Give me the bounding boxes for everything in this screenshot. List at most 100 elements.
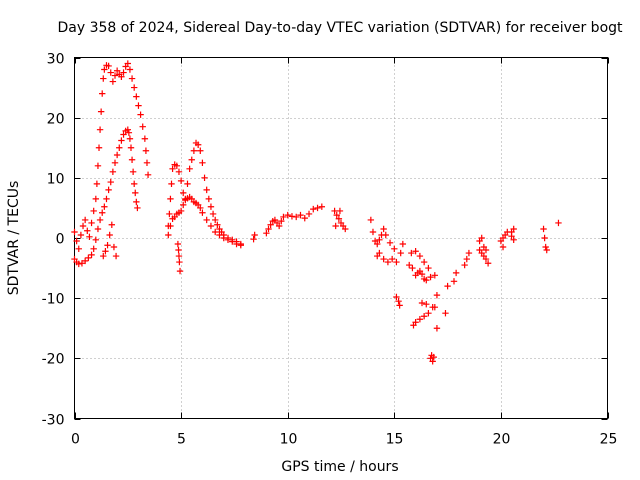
y-tick-label: -30 [42, 413, 65, 429]
data-point [109, 168, 117, 176]
data-point [128, 156, 136, 163]
data-point [88, 251, 95, 259]
data-point [100, 252, 107, 260]
data-point [409, 264, 416, 272]
data-point [124, 60, 131, 67]
y-tick-label: -10 [42, 292, 65, 308]
data-point [297, 211, 304, 219]
data-point [118, 137, 125, 144]
data-point [412, 248, 419, 255]
grid-layer [74, 57, 608, 419]
data-point [209, 210, 217, 218]
data-point [510, 236, 517, 244]
data-point [130, 84, 138, 91]
data-point [166, 210, 173, 218]
data-point [104, 242, 111, 249]
data-point [167, 195, 174, 203]
data-point [177, 177, 185, 185]
data-point [126, 135, 134, 142]
data-point [380, 255, 387, 263]
data-point [427, 273, 434, 281]
data-point [275, 222, 283, 230]
data-point [293, 213, 300, 221]
data-point [186, 165, 193, 173]
data-point [107, 178, 114, 186]
data-point [310, 205, 317, 213]
data-point [113, 67, 121, 74]
data-point [110, 243, 118, 251]
y-axis-label: SDTVAR / TECUs [6, 181, 22, 296]
data-point [444, 282, 451, 290]
data-point [220, 231, 227, 239]
data-point [169, 165, 176, 173]
data-point [129, 168, 137, 176]
data-point [201, 174, 208, 182]
data-point [430, 353, 437, 361]
chart-title: Day 358 of 2024, Sidereal Day-to-day VTE… [57, 20, 623, 36]
data-point [86, 233, 93, 240]
data-point [135, 102, 142, 109]
data-point [207, 203, 215, 210]
data-point [174, 240, 182, 248]
data-point [267, 221, 274, 228]
plot-frame [74, 57, 608, 419]
data-point [406, 261, 413, 269]
data-point [374, 240, 381, 248]
data-point [423, 276, 430, 284]
data-point [116, 144, 123, 151]
data-point [484, 260, 492, 267]
data-point [212, 228, 219, 236]
data-point [180, 189, 187, 197]
data-point [176, 258, 183, 266]
data-points-layer [71, 60, 562, 365]
data-point [461, 261, 468, 269]
data-point [433, 291, 441, 299]
data-point [203, 186, 210, 194]
data-point [97, 108, 105, 115]
data-point [165, 222, 172, 230]
data-point [118, 73, 125, 80]
x-tick-label: 0 [71, 432, 80, 448]
data-point [105, 62, 112, 70]
data-point [103, 195, 110, 203]
data-point [126, 66, 134, 73]
data-point [408, 249, 415, 257]
data-point [124, 126, 131, 133]
data-point [128, 75, 136, 82]
data-point [125, 129, 133, 136]
data-point [207, 222, 215, 230]
data-point [284, 211, 291, 219]
data-point [499, 243, 507, 251]
x-tick-label: 25 [600, 432, 618, 448]
data-point [90, 245, 97, 253]
x-axis-label: GPS time / hours [281, 459, 398, 475]
data-point [431, 272, 439, 279]
data-point [137, 111, 144, 118]
data-point [142, 147, 150, 154]
data-point [127, 144, 135, 151]
data-point [176, 267, 184, 275]
data-point [318, 203, 326, 210]
data-point [386, 239, 394, 247]
data-point [480, 243, 488, 251]
x-tick-label: 15 [386, 432, 404, 448]
data-point [541, 234, 548, 242]
data-point [105, 186, 112, 194]
data-point [177, 207, 185, 215]
data-point [396, 302, 403, 309]
data-point [180, 201, 187, 209]
data-point [376, 249, 383, 257]
data-point [205, 195, 213, 203]
data-point [134, 204, 141, 212]
data-point [412, 319, 419, 326]
data-point [88, 219, 95, 227]
data-point [301, 214, 308, 222]
data-point [431, 303, 439, 311]
data-point [452, 269, 460, 277]
data-point [540, 225, 547, 233]
data-point [416, 316, 424, 323]
data-point [197, 204, 204, 212]
data-point [101, 203, 108, 210]
data-point [96, 126, 104, 133]
data-point [391, 245, 398, 253]
